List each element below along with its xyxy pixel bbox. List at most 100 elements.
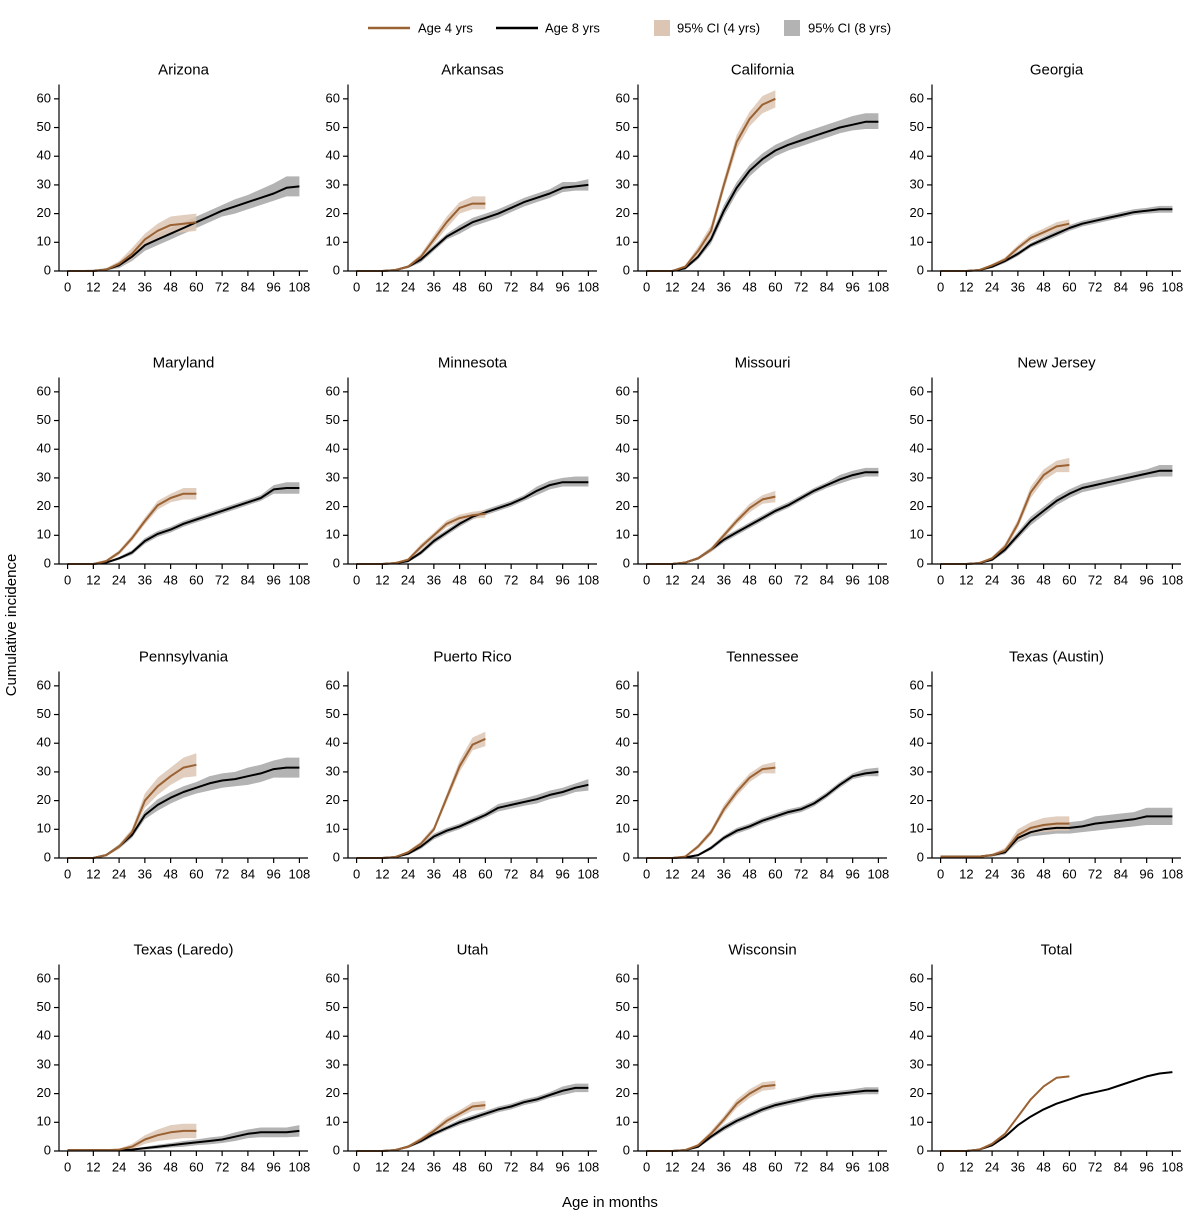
y-tick-label: 60: [37, 970, 51, 985]
x-tick-label: 60: [478, 1159, 492, 1174]
y-tick-label: 50: [616, 706, 630, 721]
x-tick-label: 72: [215, 572, 229, 587]
y-tick-label: 30: [326, 1056, 340, 1071]
legend-label: 95% CI (8 yrs): [808, 20, 891, 35]
y-tick-label: 20: [37, 1085, 51, 1100]
x-tick-label: 24: [985, 279, 999, 294]
x-tick-label: 96: [845, 279, 859, 294]
x-tick-label: 36: [717, 572, 731, 587]
y-tick-label: 50: [37, 706, 51, 721]
x-tick-label: 12: [959, 279, 973, 294]
x-tick-label: 0: [937, 279, 944, 294]
y-tick-label: 30: [910, 469, 924, 484]
y-tick-label: 30: [910, 763, 924, 778]
x-tick-label: 48: [452, 279, 466, 294]
y-tick-label: 20: [37, 792, 51, 807]
y-tick-label: 20: [326, 498, 340, 513]
series-line: [356, 737, 486, 859]
x-tick-label: 60: [189, 572, 203, 587]
y-tick-label: 30: [616, 469, 630, 484]
panel: Puerto Rico 0 10 20 30 40 50 60 0 12 24 36 48 60 72 84 9…: [326, 648, 600, 881]
x-tick-label: 72: [504, 1159, 518, 1174]
series-line: [646, 766, 776, 859]
series-line: [940, 469, 1173, 565]
y-tick-label: 40: [37, 441, 51, 456]
x-tick-label: 108: [289, 572, 311, 587]
x-tick-label: 12: [959, 572, 973, 587]
y-tick-label: 30: [910, 176, 924, 191]
y-tick-label: 50: [37, 999, 51, 1014]
x-tick-label: 84: [241, 866, 255, 881]
x-tick-label: 24: [691, 866, 705, 881]
x-tick-label: 12: [665, 572, 679, 587]
y-tick-label: 30: [326, 469, 340, 484]
x-tick-label: 0: [353, 1159, 360, 1174]
x-tick-label: 24: [401, 572, 415, 587]
x-tick-label: 72: [504, 572, 518, 587]
y-tick-label: 0: [623, 1142, 630, 1157]
ci-band: [67, 753, 197, 858]
y-tick-label: 0: [623, 262, 630, 277]
y-tick-label: 0: [917, 1142, 924, 1157]
x-tick-label: 24: [112, 572, 126, 587]
x-tick-label: 48: [452, 866, 466, 881]
x-tick-label: 84: [820, 572, 834, 587]
x-tick-label: 108: [1162, 279, 1184, 294]
x-tick-label: 36: [138, 279, 152, 294]
x-tick-label: 48: [742, 866, 756, 881]
y-tick-label: 50: [326, 999, 340, 1014]
y-tick-label: 40: [910, 148, 924, 163]
y-tick-label: 60: [37, 383, 51, 398]
x-tick-label: 96: [1139, 866, 1153, 881]
y-tick-label: 50: [326, 706, 340, 721]
ci-band: [646, 113, 879, 271]
ci-band: [356, 731, 486, 858]
x-tick-label: 0: [643, 1159, 650, 1174]
y-tick-label: 40: [616, 441, 630, 456]
series-line: [940, 208, 1173, 272]
y-tick-label: 10: [326, 527, 340, 542]
x-tick-label: 108: [1162, 572, 1184, 587]
x-tick-label: 48: [452, 1159, 466, 1174]
y-tick-label: 10: [910, 821, 924, 836]
y-tick-label: 10: [37, 234, 51, 249]
x-tick-label: 60: [768, 279, 782, 294]
y-tick-label: 40: [326, 148, 340, 163]
x-tick-label: 12: [86, 279, 100, 294]
ci-band: [940, 465, 1173, 564]
x-tick-label: 12: [375, 279, 389, 294]
y-tick-label: 0: [333, 262, 340, 277]
x-tick-label: 0: [643, 866, 650, 881]
y-tick-label: 60: [37, 90, 51, 105]
x-tick-label: 108: [578, 866, 600, 881]
ci-band: [356, 179, 589, 271]
x-tick-label: 72: [794, 866, 808, 881]
y-tick-label: 30: [616, 176, 630, 191]
y-tick-label: 40: [616, 148, 630, 163]
y-tick-label: 20: [910, 205, 924, 220]
y-tick-label: 60: [326, 90, 340, 105]
panel: California 0 10 20 30 40 50 60 0 12 24 36 48 60 72 84 96…: [616, 61, 890, 294]
x-tick-label: 72: [215, 866, 229, 881]
x-tick-label: 84: [241, 279, 255, 294]
ci-band: [940, 205, 1173, 271]
panel: Total 0 10 20 30 40 50 60 0 12 24 36 48 60 72 84 96 108: [910, 941, 1184, 1174]
x-tick-label: 108: [868, 866, 890, 881]
panel-title: Pennsylvania: [139, 648, 229, 665]
x-tick-label: 60: [189, 866, 203, 881]
x-tick-label: 84: [530, 572, 544, 587]
x-tick-label: 96: [1139, 1159, 1153, 1174]
x-tick-label: 36: [1011, 1159, 1025, 1174]
x-tick-label: 24: [985, 866, 999, 881]
y-tick-label: 50: [326, 119, 340, 134]
x-tick-label: 12: [665, 1159, 679, 1174]
y-tick-label: 60: [326, 677, 340, 692]
legend-swatch: [784, 20, 800, 36]
y-tick-label: 10: [616, 234, 630, 249]
y-tick-label: 50: [910, 706, 924, 721]
y-tick-label: 20: [37, 498, 51, 513]
panel-title: Texas (Laredo): [133, 941, 233, 958]
x-tick-label: 12: [959, 1159, 973, 1174]
ci-band: [646, 467, 879, 564]
panel-title: Missouri: [735, 354, 791, 371]
